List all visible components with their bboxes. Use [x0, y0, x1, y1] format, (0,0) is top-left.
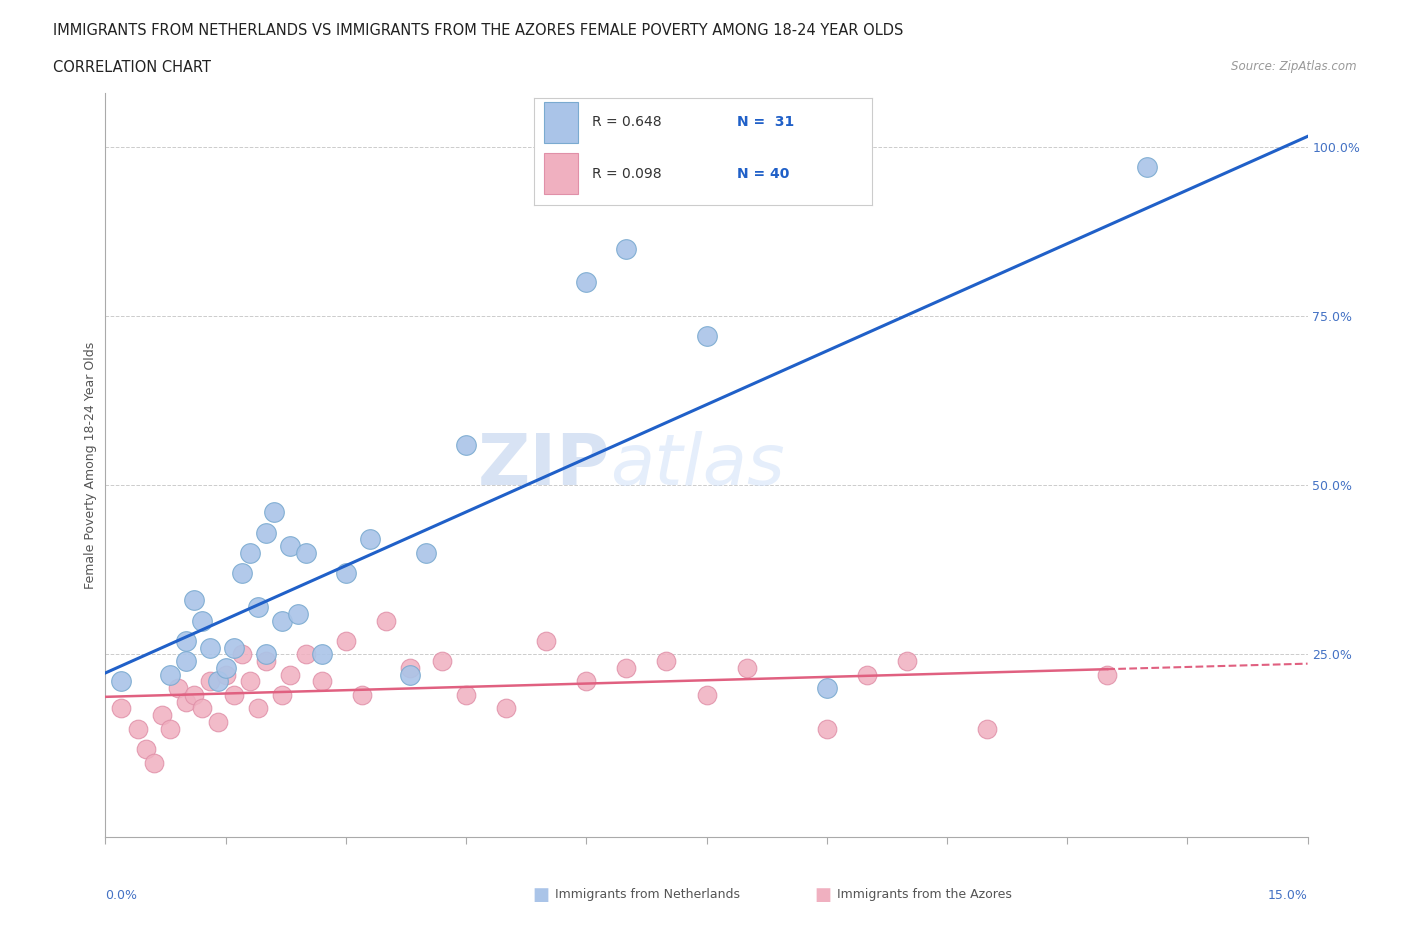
Text: 0.0%: 0.0%	[105, 889, 138, 902]
Text: ■: ■	[814, 885, 831, 904]
Point	[399, 667, 422, 682]
Point	[454, 437, 477, 452]
Point	[278, 538, 301, 553]
Point	[359, 532, 381, 547]
Point	[399, 660, 422, 675]
Point	[311, 647, 333, 662]
Point	[575, 275, 598, 290]
Point	[214, 660, 236, 675]
Point	[616, 660, 638, 675]
Text: Immigrants from Netherlands: Immigrants from Netherlands	[555, 888, 741, 901]
Point	[254, 525, 277, 540]
Point	[198, 640, 221, 655]
Point	[231, 647, 253, 662]
Point	[270, 687, 292, 702]
Point	[495, 701, 517, 716]
Point	[350, 687, 373, 702]
Point	[815, 722, 838, 737]
Point	[190, 701, 212, 716]
Y-axis label: Female Poverty Among 18-24 Year Olds: Female Poverty Among 18-24 Year Olds	[84, 341, 97, 589]
Point	[335, 633, 357, 648]
Point	[254, 654, 277, 669]
FancyBboxPatch shape	[544, 153, 578, 194]
Point	[616, 241, 638, 256]
Point	[222, 687, 245, 702]
Point	[198, 674, 221, 689]
Point	[231, 565, 253, 580]
Point	[430, 654, 453, 669]
Point	[142, 755, 165, 770]
Point	[1136, 160, 1159, 175]
Point	[150, 708, 173, 723]
Point	[735, 660, 758, 675]
Point	[335, 565, 357, 580]
Point	[174, 695, 197, 710]
Point	[214, 667, 236, 682]
Text: ZIP: ZIP	[478, 431, 610, 499]
Point	[246, 701, 269, 716]
Point	[295, 546, 318, 561]
Point	[454, 687, 477, 702]
Point	[207, 714, 229, 729]
Point	[246, 600, 269, 615]
Point	[190, 613, 212, 628]
Point	[174, 633, 197, 648]
Point	[270, 613, 292, 628]
Point	[655, 654, 678, 669]
Text: ■: ■	[533, 885, 550, 904]
Point	[295, 647, 318, 662]
Point	[159, 722, 181, 737]
Point	[415, 546, 437, 561]
Point	[174, 654, 197, 669]
Point	[166, 681, 188, 696]
Point	[239, 674, 262, 689]
Point	[575, 674, 598, 689]
Point	[263, 505, 285, 520]
Text: 15.0%: 15.0%	[1268, 889, 1308, 902]
Text: Immigrants from the Azores: Immigrants from the Azores	[837, 888, 1011, 901]
Text: N =  31: N = 31	[737, 115, 794, 129]
Text: CORRELATION CHART: CORRELATION CHART	[53, 60, 211, 75]
Point	[696, 687, 718, 702]
Point	[534, 633, 557, 648]
Point	[159, 667, 181, 682]
Text: R = 0.098: R = 0.098	[592, 166, 661, 180]
Point	[135, 741, 157, 756]
Text: IMMIGRANTS FROM NETHERLANDS VS IMMIGRANTS FROM THE AZORES FEMALE POVERTY AMONG 1: IMMIGRANTS FROM NETHERLANDS VS IMMIGRANT…	[53, 23, 904, 38]
FancyBboxPatch shape	[544, 102, 578, 142]
Point	[278, 667, 301, 682]
Point	[239, 546, 262, 561]
Point	[815, 681, 838, 696]
Point	[183, 687, 205, 702]
Text: N = 40: N = 40	[737, 166, 789, 180]
Text: atlas: atlas	[610, 431, 785, 499]
Text: Source: ZipAtlas.com: Source: ZipAtlas.com	[1232, 60, 1357, 73]
Point	[222, 640, 245, 655]
Point	[1097, 667, 1119, 682]
Point	[110, 701, 132, 716]
Point	[896, 654, 918, 669]
Point	[207, 674, 229, 689]
Point	[696, 329, 718, 344]
Point	[254, 647, 277, 662]
Point	[855, 667, 877, 682]
Point	[976, 722, 998, 737]
Point	[127, 722, 149, 737]
Text: R = 0.648: R = 0.648	[592, 115, 661, 129]
Point	[287, 606, 309, 621]
Point	[183, 592, 205, 607]
Point	[110, 674, 132, 689]
Point	[374, 613, 398, 628]
Point	[311, 674, 333, 689]
